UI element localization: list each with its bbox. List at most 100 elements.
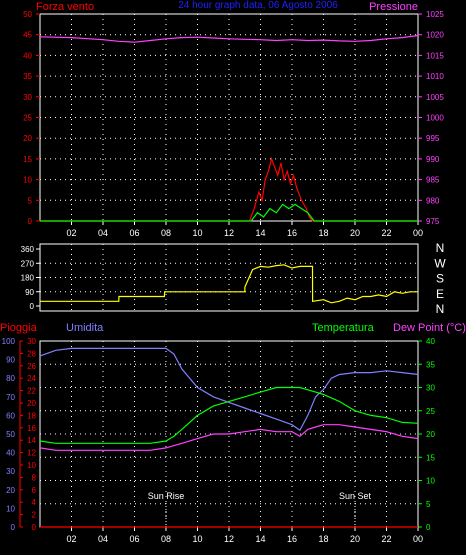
pioggia-tick-label: 22: [27, 387, 36, 396]
wind-tick-label: 5: [28, 196, 33, 205]
temp-tick-label: 20: [426, 430, 435, 439]
temp-tick-label: 10: [426, 477, 435, 486]
panel3-xtick-label: 22: [381, 534, 391, 544]
panel3-series-2: [39, 424, 419, 451]
direction-tick-label: 90: [25, 288, 34, 297]
panel1-xtick-label: 06: [129, 228, 139, 238]
pioggia-tick-label: 28: [27, 349, 36, 358]
umidita-tick-label: 20: [6, 486, 15, 495]
panel2-series-0: [40, 264, 418, 304]
wind-tick-label: 10: [23, 176, 32, 185]
compass-label: W: [434, 256, 446, 270]
temp-tick-label: 15: [426, 453, 435, 462]
panel3-xtick-label: 12: [224, 534, 234, 544]
panel1-xtick-label: 20: [350, 228, 360, 238]
pressure-tick-label: 1000: [426, 114, 444, 123]
pressure-tick-label: 995: [426, 134, 440, 143]
temp-tick-label: 35: [426, 360, 435, 369]
panel3-xtick-label: 18: [318, 534, 328, 544]
pioggia-tick-label: 26: [27, 362, 36, 371]
pioggia-tick-label: 0: [32, 523, 37, 532]
panel1-series-2: [40, 203, 418, 222]
pressure-tick-label: 1020: [426, 31, 444, 40]
temp-tick-label: 25: [426, 407, 435, 416]
pioggia-tick-label: 4: [32, 498, 37, 507]
dew-point-axis-title: Dew Point (°C): [393, 322, 466, 334]
pioggia-tick-label: 24: [27, 374, 36, 383]
panel1-xtick-label: 08: [161, 228, 171, 238]
wind-tick-label: 40: [23, 51, 32, 60]
panel1-xtick-label: 14: [255, 228, 265, 238]
panel3-xtick-label: 20: [350, 534, 360, 544]
temperatura-axis-title: Temperatura: [312, 322, 375, 334]
panel3-series-1: [39, 386, 419, 444]
panel1-xtick-label: 04: [98, 228, 108, 238]
umidita-tick-label: 70: [6, 393, 15, 402]
panel1-xtick-label: 00: [413, 228, 423, 238]
pressure-tick-label: 1005: [426, 93, 444, 102]
chart-title: 24 hour graph data, 06 Agosto 2006: [178, 0, 338, 11]
umidita-tick-label: 30: [6, 467, 15, 476]
pioggia-tick-label: 30: [27, 337, 36, 346]
pressure-tick-label: 1015: [426, 51, 444, 60]
temp-tick-label: 5: [426, 500, 431, 509]
pressure-tick-label: 975: [426, 217, 440, 226]
wind-tick-label: 30: [23, 93, 32, 102]
umidita-tick-label: 0: [11, 523, 16, 532]
pressure-axis-title: Pressione: [369, 1, 418, 13]
pioggia-tick-label: 20: [27, 399, 36, 408]
panel3-xtick-label: 08: [161, 534, 171, 544]
panel1-xtick-label: 18: [318, 228, 328, 238]
wind-axis-title: Forza vento: [36, 1, 94, 13]
umidita-tick-label: 100: [2, 337, 16, 346]
pressure-tick-label: 980: [426, 196, 440, 205]
temp-tick-label: 30: [426, 384, 435, 393]
wind-tick-label: 25: [23, 114, 32, 123]
compass-label: S: [436, 272, 444, 286]
pioggia-tick-label: 8: [32, 473, 37, 482]
panel1-xtick-label: 22: [381, 228, 391, 238]
direction-tick-label: 360: [21, 245, 35, 254]
wind-tick-label: 20: [23, 134, 32, 143]
pioggia-tick-label: 10: [27, 461, 36, 470]
pioggia-axis-title: Pioggia: [0, 322, 38, 334]
wind-tick-label: 35: [23, 72, 32, 81]
umidita-tick-label: 60: [6, 411, 15, 420]
pressure-tick-label: 985: [426, 176, 440, 185]
panel3-xtick-label: 04: [98, 534, 108, 544]
temp-tick-label: 0: [426, 523, 431, 532]
panel1-xtick-label: 10: [192, 228, 202, 238]
pressure-tick-label: 1010: [426, 72, 444, 81]
panel1-xtick-label: 12: [224, 228, 234, 238]
umidita-tick-label: 40: [6, 449, 15, 458]
direction-tick-label: 0: [30, 302, 35, 311]
panel3-xtick-label: 16: [287, 534, 297, 544]
panel3-xtick-label: 14: [255, 534, 265, 544]
wind-tick-label: 0: [28, 217, 33, 226]
pressure-tick-label: 1025: [426, 10, 444, 19]
compass-label: E: [436, 287, 444, 301]
pioggia-tick-label: 6: [32, 486, 37, 495]
wind-tick-label: 15: [23, 155, 32, 164]
pioggia-tick-label: 18: [27, 411, 36, 420]
panel1-series-1: [40, 156, 418, 222]
annotation-label: Sun Rise: [148, 491, 185, 501]
direction-tick-label: 180: [21, 274, 35, 283]
chart-marks: 0510152025303540455097598098599099510001…: [2, 10, 447, 544]
panel1-series-0: [39, 34, 419, 43]
wind-tick-label: 50: [23, 10, 32, 19]
panel1-xtick-label: 16: [287, 228, 297, 238]
panel3-xtick-label: 06: [129, 534, 139, 544]
umidita-tick-label: 90: [6, 356, 15, 365]
panel3-xtick-label: 00: [413, 534, 423, 544]
panel3-series-0: [39, 347, 419, 432]
temp-tick-label: 40: [426, 337, 435, 346]
pressure-tick-label: 990: [426, 155, 440, 164]
pioggia-tick-label: 2: [32, 511, 37, 520]
direction-tick-label: 270: [21, 259, 35, 268]
umidita-tick-label: 50: [6, 430, 15, 439]
compass-label: N: [436, 241, 445, 255]
umidita-tick-label: 80: [6, 374, 15, 383]
umidita-axis-title: Umidita: [66, 322, 104, 334]
